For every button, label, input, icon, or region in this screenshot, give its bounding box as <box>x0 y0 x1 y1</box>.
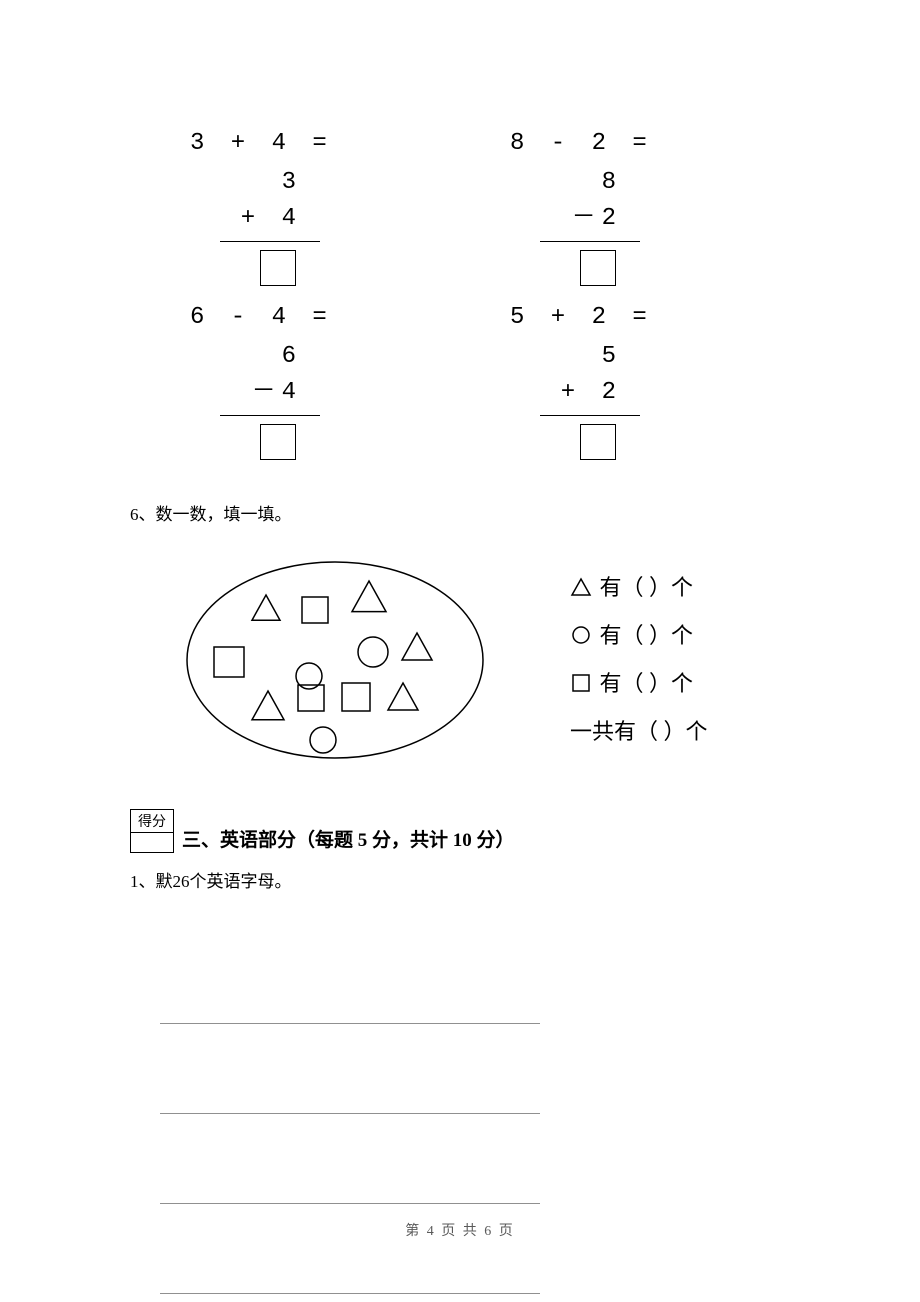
count-label: 有（ ）个 <box>600 623 694 648</box>
vertical-top: 6 <box>282 339 320 375</box>
count-label: 有（ ）个 <box>600 575 694 600</box>
writing-line <box>160 1114 540 1204</box>
equation-line: 3 + 4 = <box>190 130 333 157</box>
score-box: 得分 <box>130 809 174 853</box>
vertical-top: 8 <box>602 165 640 201</box>
answer-box <box>260 250 296 286</box>
triangle-icon <box>570 567 592 613</box>
vertical-bottom: －2 <box>572 201 640 237</box>
arithmetic-grid: 3 + 4 = 3 + 4 8 - 2 = 8 －2 6 - 4 = 6 －4 <box>130 130 790 460</box>
count-row-square: 有（ ）个 <box>570 661 708 709</box>
counts-list: 有（ ）个 有（ ）个 有（ ）个 一共有（ ）个 <box>570 565 708 755</box>
score-blank <box>130 833 174 853</box>
score-label: 得分 <box>130 809 174 833</box>
horizontal-rule <box>220 241 320 242</box>
arithmetic-problem: 5 + 2 = 5 + 2 <box>510 304 740 460</box>
section-3-heading: 得分 三、英语部分（每题 5 分，共计 10 分） <box>130 809 790 853</box>
vertical-bottom: －4 <box>252 375 320 411</box>
writing-lines <box>130 934 790 1294</box>
writing-line <box>160 1204 540 1294</box>
count-row-circle: 有（ ）个 <box>570 613 708 661</box>
section-3-title: 三、英语部分（每题 5 分，共计 10 分） <box>182 825 515 853</box>
count-label: 有（ ）个 <box>600 671 694 696</box>
equation-line: 8 - 2 = <box>510 130 653 157</box>
horizontal-rule <box>540 415 640 416</box>
vertical-top: 3 <box>282 165 320 201</box>
arithmetic-problem: 8 - 2 = 8 －2 <box>510 130 740 286</box>
arithmetic-problem: 3 + 4 = 3 + 4 <box>190 130 420 286</box>
vertical-bottom: + 2 <box>561 375 640 411</box>
vertical-top: 5 <box>602 339 640 375</box>
question-6: 6、数一数，填一填。 有（ ）个 有（ ）个 <box>130 500 790 765</box>
writing-line <box>160 934 540 1024</box>
equation-line: 6 - 4 = <box>190 304 333 331</box>
horizontal-rule <box>540 241 640 242</box>
question-3-1-label: 1、默26个英语字母。 <box>130 867 790 892</box>
count-row-triangle: 有（ ）个 <box>570 565 708 613</box>
vertical-bottom: + 4 <box>241 201 320 237</box>
answer-box <box>580 424 616 460</box>
circle-icon <box>570 615 592 661</box>
equation-line: 5 + 2 = <box>510 304 653 331</box>
answer-box <box>580 250 616 286</box>
arithmetic-problem: 6 - 4 = 6 －4 <box>190 304 420 460</box>
writing-line <box>160 1024 540 1114</box>
answer-box <box>260 424 296 460</box>
count-row-total: 一共有（ ）个 <box>570 709 708 755</box>
count-label: 一共有（ ）个 <box>570 719 708 744</box>
page-footer: 第 4 页 共 6 页 <box>0 1220 920 1240</box>
shapes-oval <box>180 555 490 765</box>
question-6-label: 6、数一数，填一填。 <box>130 500 790 525</box>
square-icon <box>570 663 592 709</box>
horizontal-rule <box>220 415 320 416</box>
